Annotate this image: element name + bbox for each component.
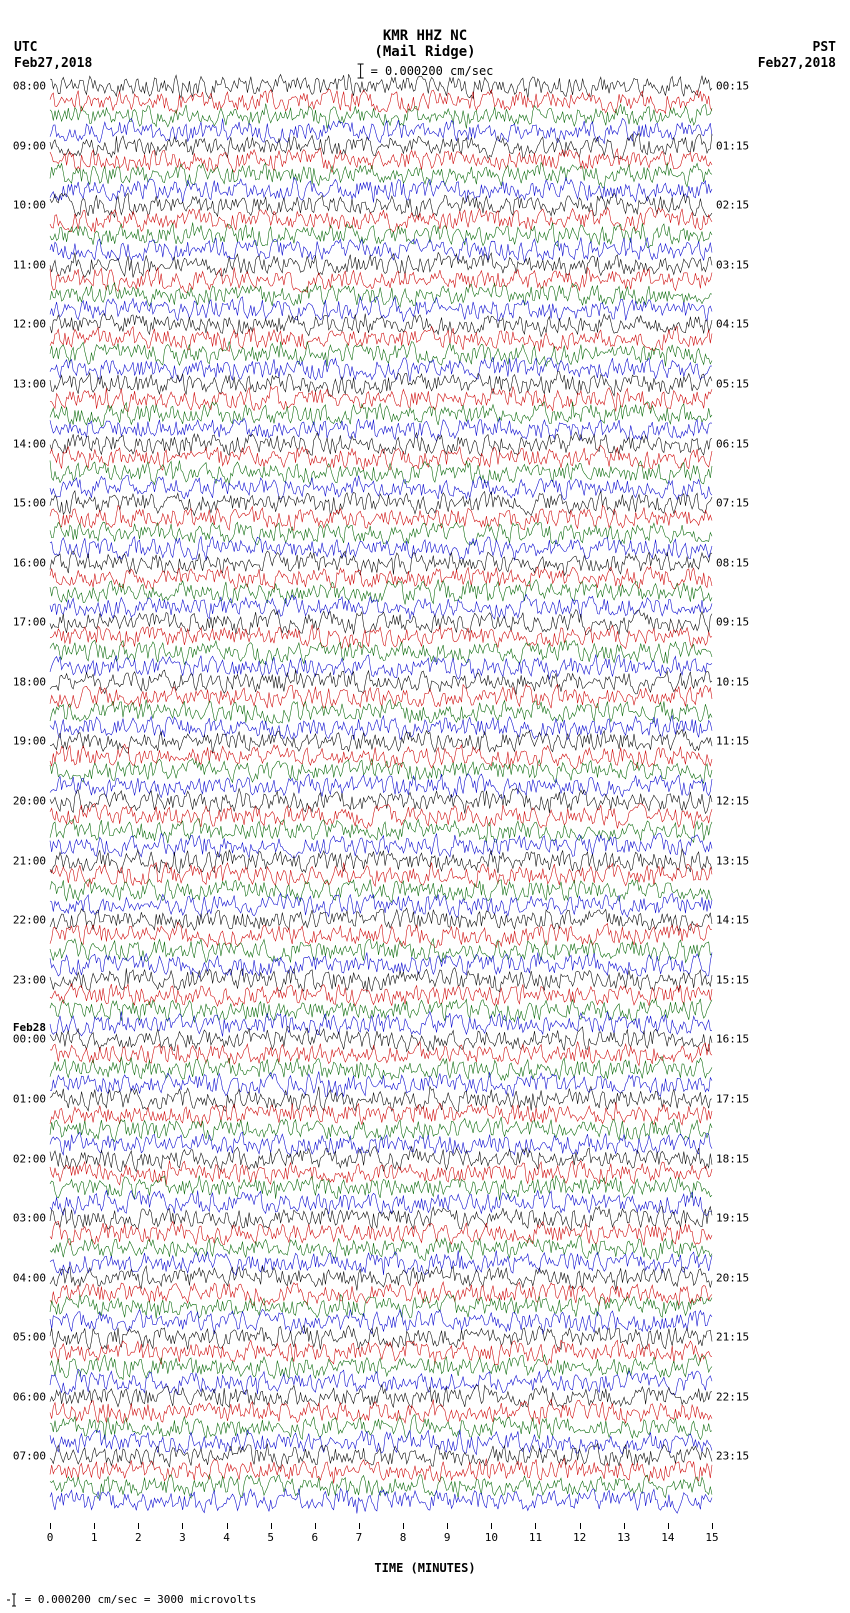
xtick-label: 2 — [135, 1531, 142, 1544]
utc-hour-label: 23:00 — [13, 973, 50, 986]
xtick-label: 9 — [444, 1531, 451, 1544]
xtick-label: 13 — [617, 1531, 630, 1544]
xtick-mark — [271, 1523, 272, 1529]
utc-hour-label: 00:00 — [13, 1033, 50, 1046]
utc-hour-label: 19:00 — [13, 735, 50, 748]
xtick-label: 3 — [179, 1531, 186, 1544]
xtick-mark — [712, 1523, 713, 1529]
xtick-label: 11 — [529, 1531, 542, 1544]
x-axis-label: TIME (MINUTES) — [0, 1561, 850, 1575]
utc-hour-label: 03:00 — [13, 1212, 50, 1225]
pst-hour-label: 13:15 — [712, 854, 749, 867]
tz-right-label: PST — [813, 40, 836, 55]
pst-hour-label: 20:15 — [712, 1271, 749, 1284]
utc-date-rollover: Feb28 — [13, 1021, 50, 1034]
pst-hour-label: 11:15 — [712, 735, 749, 748]
xtick-mark — [491, 1523, 492, 1529]
pst-hour-label: 10:15 — [712, 675, 749, 688]
utc-hour-label: 17:00 — [13, 616, 50, 629]
pst-hour-label: 14:15 — [712, 914, 749, 927]
footer-scale-icon — [6, 1593, 18, 1607]
helicorder-plot: 08:0000:1509:0001:1510:0002:1511:0003:15… — [50, 86, 712, 1516]
xtick-label: 8 — [400, 1531, 407, 1544]
xtick-mark — [535, 1523, 536, 1529]
xtick-label: 0 — [47, 1531, 54, 1544]
location-title: (Mail Ridge) — [0, 44, 850, 60]
tz-left-label: UTC — [14, 40, 37, 55]
seismogram-container: KMR HHZ NC (Mail Ridge) = 0.000200 cm/se… — [0, 0, 850, 1613]
pst-hour-label: 12:15 — [712, 795, 749, 808]
xtick-label: 10 — [485, 1531, 498, 1544]
pst-hour-label: 08:15 — [712, 556, 749, 569]
xtick-mark — [94, 1523, 95, 1529]
pst-hour-label: 22:15 — [712, 1390, 749, 1403]
pst-hour-label: 09:15 — [712, 616, 749, 629]
utc-hour-label: 10:00 — [13, 199, 50, 212]
pst-hour-label: 04:15 — [712, 318, 749, 331]
xtick-mark — [315, 1523, 316, 1529]
pst-hour-label: 05:15 — [712, 377, 749, 390]
utc-hour-label: 16:00 — [13, 556, 50, 569]
utc-hour-label: 05:00 — [13, 1331, 50, 1344]
xtick-mark — [182, 1523, 183, 1529]
xtick-mark — [447, 1523, 448, 1529]
utc-hour-label: 14:00 — [13, 437, 50, 450]
date-right-label: Feb27,2018 — [758, 56, 836, 71]
xtick-mark — [668, 1523, 669, 1529]
pst-hour-label: 15:15 — [712, 973, 749, 986]
pst-hour-label: 23:15 — [712, 1450, 749, 1463]
seismic-trace — [50, 1488, 712, 1514]
xtick-label: 12 — [573, 1531, 586, 1544]
xtick-mark — [359, 1523, 360, 1529]
utc-hour-label: 12:00 — [13, 318, 50, 331]
utc-hour-label: 07:00 — [13, 1450, 50, 1463]
utc-hour-label: 04:00 — [13, 1271, 50, 1284]
utc-hour-label: 20:00 — [13, 795, 50, 808]
date-left-label: Feb27,2018 — [14, 56, 92, 71]
pst-hour-label: 19:15 — [712, 1212, 749, 1225]
xtick-mark — [403, 1523, 404, 1529]
pst-hour-label: 03:15 — [712, 258, 749, 271]
utc-hour-label: 06:00 — [13, 1390, 50, 1403]
utc-hour-label: 11:00 — [13, 258, 50, 271]
xtick-label: 1 — [91, 1531, 98, 1544]
xtick-mark — [580, 1523, 581, 1529]
xtick-mark — [138, 1523, 139, 1529]
x-axis: 0123456789101112131415 — [50, 1523, 712, 1553]
utc-hour-label: 09:00 — [13, 139, 50, 152]
pst-hour-label: 00:15 — [712, 80, 749, 93]
pst-hour-label: 02:15 — [712, 199, 749, 212]
utc-hour-label: 13:00 — [13, 377, 50, 390]
xtick-label: 15 — [705, 1531, 718, 1544]
xtick-label: 4 — [223, 1531, 230, 1544]
xtick-mark — [624, 1523, 625, 1529]
utc-hour-label: 02:00 — [13, 1152, 50, 1165]
footer-scale: = 0.000200 cm/sec = 3000 microvolts — [6, 1593, 256, 1607]
utc-hour-label: 18:00 — [13, 675, 50, 688]
footer-text: = 0.000200 cm/sec = 3000 microvolts — [25, 1593, 257, 1606]
utc-hour-label: 21:00 — [13, 854, 50, 867]
utc-hour-label: 08:00 — [13, 80, 50, 93]
pst-hour-label: 06:15 — [712, 437, 749, 450]
utc-hour-label: 15:00 — [13, 497, 50, 510]
pst-hour-label: 21:15 — [712, 1331, 749, 1344]
pst-hour-label: 07:15 — [712, 497, 749, 510]
pst-hour-label: 17:15 — [712, 1092, 749, 1105]
station-title: KMR HHZ NC — [0, 28, 850, 44]
xtick-label: 6 — [311, 1531, 318, 1544]
xtick-label: 5 — [267, 1531, 274, 1544]
xtick-mark — [50, 1523, 51, 1529]
utc-hour-label: 22:00 — [13, 914, 50, 927]
utc-hour-label: 01:00 — [13, 1092, 50, 1105]
xtick-label: 7 — [356, 1531, 363, 1544]
xtick-mark — [227, 1523, 228, 1529]
pst-hour-label: 16:15 — [712, 1033, 749, 1046]
xtick-label: 14 — [661, 1531, 674, 1544]
pst-hour-label: 01:15 — [712, 139, 749, 152]
pst-hour-label: 18:15 — [712, 1152, 749, 1165]
